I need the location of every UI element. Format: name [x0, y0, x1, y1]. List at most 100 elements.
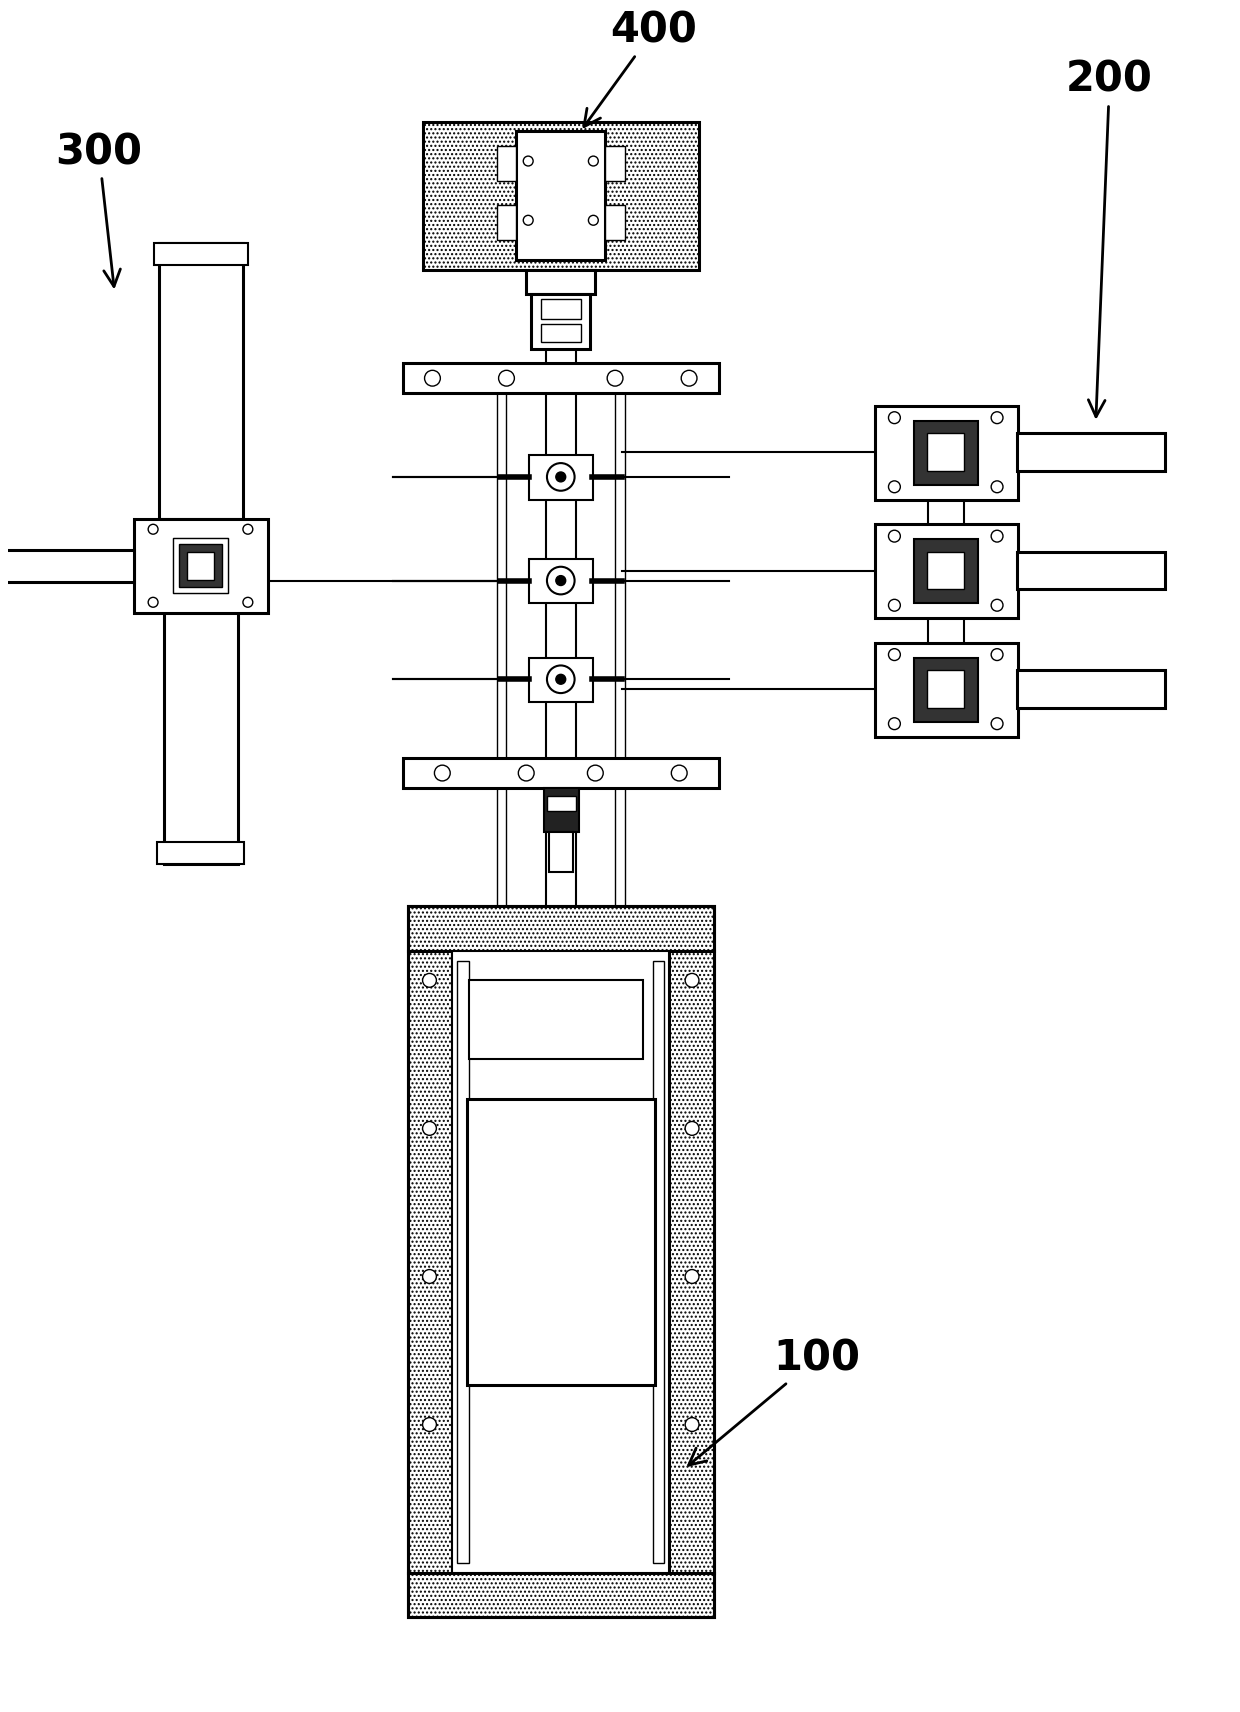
Bar: [541, 324, 580, 342]
Bar: [496, 146, 516, 181]
Bar: [605, 205, 625, 240]
Bar: [928, 671, 965, 707]
Text: 400: 400: [584, 10, 697, 127]
Bar: [154, 243, 248, 265]
Bar: [874, 406, 1018, 500]
Circle shape: [889, 531, 900, 543]
Bar: [134, 519, 268, 613]
Bar: [496, 205, 516, 240]
Circle shape: [681, 370, 697, 387]
Circle shape: [556, 473, 565, 481]
Circle shape: [991, 413, 1003, 423]
Circle shape: [423, 1121, 436, 1135]
Bar: [408, 950, 453, 1573]
Circle shape: [556, 575, 565, 586]
Bar: [549, 832, 573, 871]
Circle shape: [589, 216, 598, 226]
Bar: [1017, 433, 1164, 471]
Circle shape: [547, 567, 574, 594]
Bar: [164, 613, 238, 865]
Bar: [914, 657, 978, 722]
Bar: [546, 349, 575, 1015]
Bar: [403, 363, 719, 394]
Bar: [159, 243, 243, 519]
Circle shape: [686, 1121, 699, 1135]
Bar: [496, 378, 506, 1015]
Circle shape: [889, 481, 900, 493]
Circle shape: [991, 531, 1003, 543]
Bar: [1017, 551, 1164, 589]
Bar: [403, 758, 719, 788]
Circle shape: [889, 717, 900, 729]
Bar: [408, 906, 714, 950]
Bar: [914, 539, 978, 603]
Bar: [928, 452, 963, 690]
Bar: [408, 1573, 714, 1618]
Bar: [541, 300, 580, 318]
Circle shape: [889, 413, 900, 423]
Bar: [1017, 671, 1164, 707]
Circle shape: [518, 765, 534, 781]
Bar: [458, 960, 469, 1563]
Circle shape: [556, 675, 565, 685]
Bar: [529, 558, 594, 603]
Bar: [526, 269, 595, 294]
Circle shape: [243, 524, 253, 534]
Bar: [187, 551, 215, 580]
Bar: [531, 294, 590, 349]
Circle shape: [608, 370, 622, 387]
Circle shape: [498, 370, 515, 387]
Circle shape: [243, 597, 253, 608]
Bar: [928, 433, 965, 471]
Circle shape: [424, 370, 440, 387]
Circle shape: [588, 765, 603, 781]
Circle shape: [423, 1418, 436, 1431]
Bar: [874, 524, 1018, 618]
Bar: [529, 657, 594, 702]
Circle shape: [589, 156, 598, 166]
Bar: [874, 642, 1018, 736]
Bar: [179, 544, 222, 587]
Bar: [516, 132, 605, 260]
Text: 300: 300: [56, 132, 143, 286]
Circle shape: [434, 765, 450, 781]
Circle shape: [686, 1418, 699, 1431]
Bar: [914, 421, 978, 484]
Circle shape: [991, 717, 1003, 729]
Circle shape: [991, 481, 1003, 493]
Bar: [605, 146, 625, 181]
Text: 200: 200: [1066, 58, 1153, 416]
Bar: [547, 796, 575, 810]
Circle shape: [889, 599, 900, 611]
Circle shape: [671, 765, 687, 781]
Circle shape: [523, 156, 533, 166]
Circle shape: [148, 597, 157, 608]
Bar: [670, 950, 714, 1573]
Text: 100: 100: [688, 1337, 861, 1465]
Bar: [172, 538, 228, 594]
Circle shape: [991, 649, 1003, 661]
Bar: [467, 1099, 655, 1385]
Bar: [157, 842, 244, 865]
Bar: [0, 550, 134, 582]
Bar: [615, 378, 625, 1015]
Bar: [652, 960, 665, 1563]
Bar: [544, 788, 579, 832]
Circle shape: [686, 974, 699, 988]
Circle shape: [889, 649, 900, 661]
Circle shape: [991, 599, 1003, 611]
Circle shape: [423, 974, 436, 988]
Circle shape: [523, 216, 533, 226]
Circle shape: [148, 524, 157, 534]
Bar: [469, 981, 642, 1060]
Bar: [174, 539, 228, 594]
Circle shape: [547, 464, 574, 491]
Bar: [928, 551, 965, 589]
Bar: [453, 950, 670, 1573]
Bar: [529, 455, 594, 500]
Circle shape: [686, 1270, 699, 1284]
Bar: [408, 906, 714, 1618]
Circle shape: [423, 1270, 436, 1284]
Circle shape: [547, 666, 574, 693]
Bar: [423, 122, 699, 269]
